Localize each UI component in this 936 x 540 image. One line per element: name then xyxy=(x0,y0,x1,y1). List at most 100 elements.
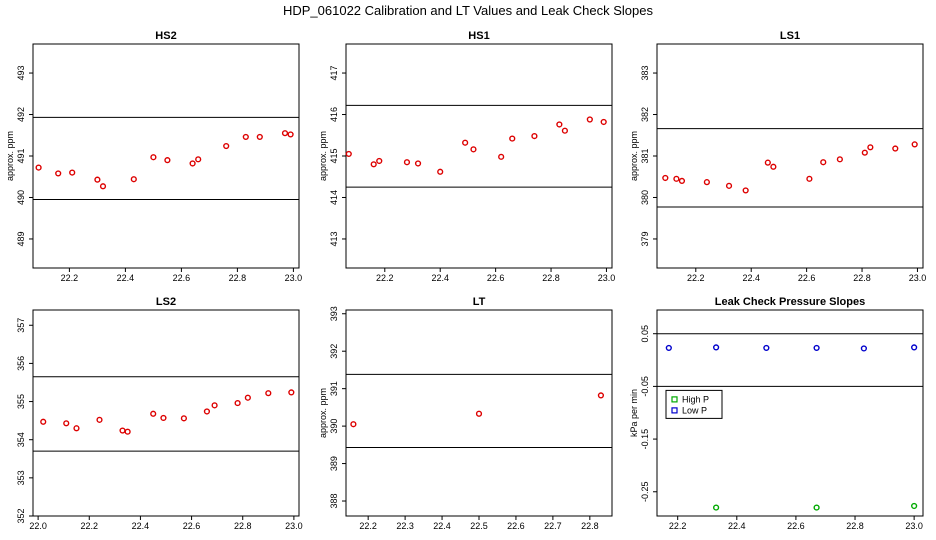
legend-marker xyxy=(671,396,678,403)
data-point xyxy=(770,163,777,170)
data-point xyxy=(509,135,516,142)
data-point xyxy=(867,144,874,151)
data-point xyxy=(234,399,241,407)
data-point xyxy=(211,402,218,409)
data-point xyxy=(55,170,62,177)
data-point xyxy=(820,159,827,166)
data-point xyxy=(911,502,918,510)
y-tick-label: 353 xyxy=(16,470,26,485)
data-point xyxy=(600,118,607,126)
data-point xyxy=(244,394,251,401)
data-point xyxy=(665,344,672,352)
x-tick-label: 22.8 xyxy=(853,273,871,283)
x-tick-label: 22.6 xyxy=(173,273,191,283)
data-point xyxy=(713,344,720,351)
data-point xyxy=(597,392,605,399)
y-tick-label: 413 xyxy=(329,231,339,246)
y-axis-label: approx. ppm xyxy=(318,388,328,438)
y-tick-label: 416 xyxy=(329,107,339,122)
data-point xyxy=(119,427,126,434)
y-tick-label: -0.15 xyxy=(640,429,650,450)
y-axis-label: approx. ppm xyxy=(318,131,328,181)
x-tick-label: 22.8 xyxy=(581,521,599,531)
data-point xyxy=(911,344,918,351)
x-tick-label: 22.8 xyxy=(846,521,864,531)
data-point xyxy=(860,345,867,352)
panel-2: LS1 22.2 22.4 22.6 22.8 23.0 379 380 381 382 383 ap… xyxy=(629,30,926,283)
panel-3: LS2 22.0 22.2 22.4 22.6 22.8 23.0 352 353 354 355 3… xyxy=(16,296,303,531)
data-point xyxy=(281,130,289,137)
data-point xyxy=(806,175,813,182)
data-point xyxy=(99,183,107,190)
data-point xyxy=(96,416,103,423)
y-tick-label: 379 xyxy=(640,231,650,246)
panel-1: HS1 22.2 22.4 22.6 22.8 23.0 413 414 415 416 417 ap… xyxy=(318,30,615,283)
panel-title: LS1 xyxy=(780,30,800,42)
data-point xyxy=(662,174,669,182)
data-point xyxy=(94,176,101,183)
y-tick-label: 414 xyxy=(329,190,339,205)
x-tick-label: 22.7 xyxy=(544,521,562,531)
data-point xyxy=(725,182,733,189)
data-point xyxy=(195,156,202,163)
y-tick-label: 352 xyxy=(16,508,26,523)
y-tick-label: 382 xyxy=(640,107,650,122)
y-tick-label: 356 xyxy=(16,356,26,371)
data-point xyxy=(40,418,47,425)
data-point xyxy=(414,160,422,167)
x-tick-label: 22.8 xyxy=(234,521,252,531)
data-point xyxy=(130,176,137,183)
x-tick-label: 22.4 xyxy=(728,521,746,531)
data-point xyxy=(763,344,770,352)
y-axis-label: approx. ppm xyxy=(5,131,15,181)
data-point xyxy=(475,410,483,417)
x-tick-label: 23.0 xyxy=(285,521,303,531)
y-tick-label: 493 xyxy=(16,66,26,81)
data-point xyxy=(678,177,686,184)
data-point xyxy=(673,175,680,182)
data-point xyxy=(160,414,167,422)
legend-box xyxy=(665,389,723,419)
plot-frame xyxy=(345,309,613,517)
x-tick-label: 22.6 xyxy=(798,273,816,283)
x-tick-label: 22.8 xyxy=(542,273,560,283)
data-point xyxy=(498,153,505,160)
plot-frame xyxy=(32,309,300,517)
y-tick-label: -0.25 xyxy=(640,482,650,503)
data-point xyxy=(242,133,249,141)
data-point xyxy=(531,132,538,140)
data-point xyxy=(180,415,188,422)
x-tick-label: 22.4 xyxy=(132,521,150,531)
data-point xyxy=(287,131,294,138)
data-point xyxy=(345,150,352,158)
x-tick-label: 22.6 xyxy=(487,273,505,283)
x-tick-label: 22.4 xyxy=(742,273,760,283)
data-point xyxy=(462,139,469,146)
x-tick-label: 22.0 xyxy=(29,521,47,531)
x-tick-label: 22.4 xyxy=(431,273,449,283)
y-tick-label: 383 xyxy=(640,66,650,81)
y-tick-label: 391 xyxy=(329,381,339,396)
x-tick-label: 22.6 xyxy=(787,521,805,531)
panel-title: Leak Check Pressure Slopes xyxy=(715,296,865,308)
y-tick-label: 0.05 xyxy=(640,325,650,343)
y-tick-label: 354 xyxy=(16,432,26,447)
panel-title: HS2 xyxy=(155,30,176,42)
panel-0: HS2 22.2 22.4 22.6 22.8 23.0 489 490 491 492 493 ap… xyxy=(5,30,302,283)
data-point xyxy=(63,420,70,427)
x-tick-label: 22.2 xyxy=(61,273,79,283)
legend-label: Low P xyxy=(682,405,707,415)
data-point xyxy=(256,133,263,141)
data-point xyxy=(350,421,357,428)
data-point xyxy=(813,344,820,352)
x-tick-label: 22.4 xyxy=(433,521,451,531)
data-point xyxy=(861,149,868,156)
y-tick-label: 357 xyxy=(16,318,26,333)
data-point xyxy=(35,164,42,171)
x-tick-label: 22.5 xyxy=(470,521,488,531)
y-tick-label: 392 xyxy=(329,344,339,359)
x-tick-label: 23.0 xyxy=(905,521,923,531)
data-point xyxy=(437,168,444,175)
data-point xyxy=(813,504,820,511)
